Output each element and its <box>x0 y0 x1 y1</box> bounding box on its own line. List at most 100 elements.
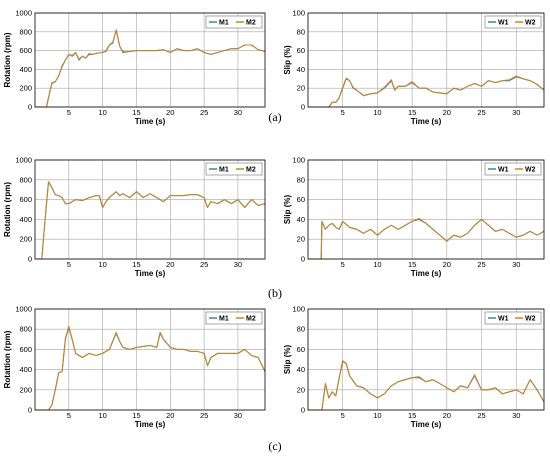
chart-panel: 5 10 15 20 25 30 0 20 40 60 80 100 Time (s) Slip (%) W… <box>283 156 545 278</box>
y-tick-label: 0 <box>28 406 32 415</box>
legend-label-w1: W1 <box>498 20 509 27</box>
panel-label: (b) <box>268 286 282 300</box>
x-tick-label: 10 <box>98 260 106 269</box>
series-line-m2 <box>35 29 266 108</box>
x-axis-label: Time (s) <box>411 269 442 278</box>
x-tick-label: 15 <box>408 411 416 420</box>
y-tick-label: 60 <box>297 195 305 204</box>
y-tick-label: 1000 <box>15 9 32 18</box>
x-tick-label: 10 <box>98 108 106 117</box>
x-axis-label: Time (s) <box>135 420 166 429</box>
y-tick-label: 1000 <box>15 305 32 314</box>
y-tick-label: 200 <box>19 385 32 394</box>
y-tick-label: 0 <box>28 255 32 264</box>
chart-panel: 5 10 15 20 25 30 0 20 40 60 80 100 Time (s) Slip (%) W… <box>283 305 545 429</box>
legend-box <box>205 15 263 29</box>
x-tick-label: 25 <box>477 108 485 117</box>
plot-area <box>35 309 265 410</box>
legend: M1 M2 <box>205 162 263 176</box>
x-tick-label: 10 <box>373 108 381 117</box>
x-tick-label: 5 <box>67 260 71 269</box>
chart-panel: 5 10 15 20 25 30 0 200 400 600 800 1000 Time (s) Rota… <box>3 305 266 429</box>
x-tick-label: 25 <box>200 260 208 269</box>
x-tick-label: 5 <box>341 260 345 269</box>
y-tick-label: 20 <box>297 235 305 244</box>
y-tick-label: 20 <box>297 84 305 93</box>
y-axis-label: Rotation (rpm) <box>3 32 12 87</box>
y-axis-label: Slip (%) <box>283 45 292 75</box>
x-axis-label: Time (s) <box>411 117 442 126</box>
x-tick-label: 15 <box>408 260 416 269</box>
plot-area <box>308 13 544 107</box>
x-axis-label: Time (s) <box>411 420 442 429</box>
legend-box <box>484 311 542 325</box>
y-tick-label: 400 <box>19 65 32 74</box>
plot-area <box>35 160 265 259</box>
x-tick-label: 20 <box>166 108 174 117</box>
x-tick-label: 20 <box>166 411 174 420</box>
panel-label: (c) <box>268 439 281 453</box>
x-tick-label: 25 <box>477 411 485 420</box>
y-tick-label: 600 <box>19 195 32 204</box>
x-axis-label: Time (s) <box>135 117 166 126</box>
legend: M1 M2 <box>205 15 263 29</box>
series-line-w2 <box>308 217 545 260</box>
x-tick-label: 30 <box>234 108 242 117</box>
x-tick-label: 20 <box>166 260 174 269</box>
y-tick-label: 60 <box>297 345 305 354</box>
x-tick-label: 20 <box>443 108 451 117</box>
y-tick-label: 800 <box>19 325 32 334</box>
x-tick-label: 5 <box>67 108 71 117</box>
legend-label-w2: W2 <box>525 167 536 174</box>
plot-frame <box>34 159 266 260</box>
y-tick-label: 100 <box>292 9 305 18</box>
y-tick-label: 40 <box>297 65 305 74</box>
y-tick-label: 80 <box>297 27 305 36</box>
x-tick-label: 30 <box>512 260 520 269</box>
y-tick-label: 800 <box>19 175 32 184</box>
legend-label-m1: M1 <box>219 316 229 323</box>
x-tick-label: 25 <box>200 108 208 117</box>
plot-frame <box>307 308 545 411</box>
chart-panel: 5 10 15 20 25 30 0 20 40 60 80 100 Time (s) Slip (%) W… <box>283 9 545 126</box>
legend-label-w1: W1 <box>498 316 509 323</box>
y-tick-label: 0 <box>28 103 32 112</box>
y-tick-label: 40 <box>297 365 305 374</box>
plot-area <box>35 13 265 107</box>
x-tick-label: 5 <box>341 411 345 420</box>
legend-box <box>205 311 263 325</box>
plot-area <box>308 160 544 259</box>
x-tick-label: 30 <box>234 260 242 269</box>
y-tick-label: 200 <box>19 84 32 93</box>
x-tick-label: 5 <box>341 108 345 117</box>
y-tick-label: 1000 <box>15 156 32 165</box>
x-tick-label: 30 <box>512 411 520 420</box>
y-tick-label: 80 <box>297 325 305 334</box>
legend-label-w1: W1 <box>498 167 509 174</box>
x-tick-label: 5 <box>67 411 71 420</box>
x-axis-label: Time (s) <box>135 269 166 278</box>
x-tick-label: 20 <box>443 260 451 269</box>
series-line-w2 <box>308 75 545 108</box>
legend: W1 W2 <box>484 162 542 176</box>
y-tick-label: 40 <box>297 215 305 224</box>
y-tick-label: 600 <box>19 46 32 55</box>
series-line-m2 <box>35 181 266 260</box>
legend: W1 W2 <box>484 15 542 29</box>
y-tick-label: 100 <box>292 156 305 165</box>
y-axis-label: Slip (%) <box>283 195 292 225</box>
plot-frame <box>34 12 266 108</box>
y-axis-label: Rotation (rpm) <box>3 182 12 237</box>
legend-label-m1: M1 <box>219 20 229 27</box>
legend-label-w2: W2 <box>525 20 536 27</box>
legend-label-w2: W2 <box>525 316 536 323</box>
chart-panel: 5 10 15 20 25 30 0 200 400 600 800 1000 Time (s) Rota… <box>3 9 266 126</box>
legend-box <box>205 162 263 176</box>
y-tick-label: 0 <box>301 255 305 264</box>
plot-frame <box>34 308 266 411</box>
y-tick-label: 0 <box>301 406 305 415</box>
x-tick-label: 25 <box>477 260 485 269</box>
panel-label: (a) <box>268 110 281 124</box>
y-tick-label: 80 <box>297 175 305 184</box>
y-tick-label: 60 <box>297 46 305 55</box>
